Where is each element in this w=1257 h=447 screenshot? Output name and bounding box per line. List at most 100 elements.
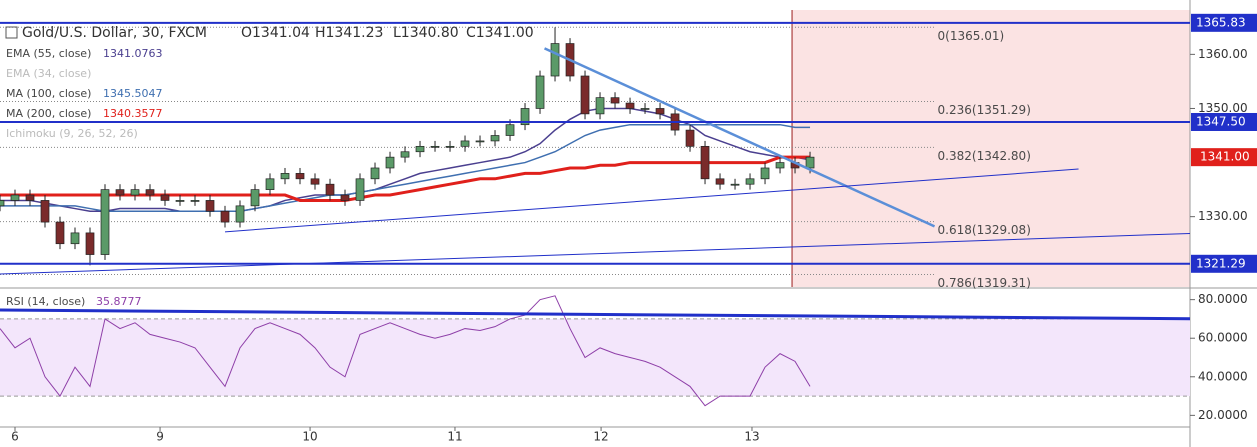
candle-body [70,232,80,245]
candle-body [445,145,455,148]
candle-body [535,75,545,109]
candle-body [490,135,500,142]
candle-body [775,162,785,169]
rsi-y-tick-label: 40.0000 [1198,369,1248,383]
trendline [544,47,936,228]
candle-body [205,200,215,212]
legend-value: 1345.5047 [103,87,163,100]
trendline [0,232,1191,275]
ohlc-label: L1340.80 [393,25,459,41]
ohlc-label: O1341.04 [241,25,310,41]
x-tick-label: 10 [302,430,317,444]
legend-name: EMA (55, close) [6,47,91,60]
x-tick-label: 11 [447,430,462,444]
candle-body [595,97,605,115]
candle-body [505,124,515,136]
fib-label: 0.236(1351.29) [938,103,1031,117]
candle-body [625,102,635,109]
candle-body [325,183,335,196]
candle-body [385,156,395,169]
candle-body [220,210,230,223]
candle-body [655,108,665,115]
legend-name: EMA (34, close) [6,67,91,80]
candle-body [175,200,185,202]
level-box [1191,13,1257,32]
candle-body [265,178,275,190]
candle-body [145,189,155,196]
ohlc-label: H1341.23 [315,25,383,41]
candle-body [400,151,410,158]
candle-body [235,205,245,223]
legend-name: MA (100, close) [6,87,91,100]
y-tick-label: 1360.00 [1198,47,1248,61]
shaded-region [792,10,1190,287]
rsi-y-tick-label: 80.0000 [1198,292,1248,306]
legend-name: Ichimoku (9, 26, 52, 26) [6,127,138,140]
candle-body [250,189,260,207]
trendline [224,168,1079,233]
level-box [1191,254,1257,273]
candle-body [550,43,560,77]
legend-value: 1341.0763 [103,47,163,60]
x-tick-label: 12 [593,430,608,444]
candle-body [85,232,95,255]
candle-body [730,183,740,186]
rsi-name: RSI (14, close) [6,295,85,308]
candle-body [190,200,200,202]
candle-body [100,189,110,255]
candle-body [640,108,650,110]
x-tick-label: 13 [744,430,759,444]
candle-body [760,167,770,180]
x-tick-label: 6 [11,430,19,444]
candle-body [415,145,425,153]
y-tick-label: 1330.00 [1198,209,1248,223]
candle-body [430,145,440,148]
candle-body [10,194,20,201]
candle-body [610,97,620,104]
candle-body [805,156,815,169]
rsi-band [0,318,1190,397]
candle-body [475,140,485,143]
candle-body [745,178,755,185]
candle-body [715,178,725,185]
legend-name: MA (200, close) [6,107,91,120]
legend-value: 1340.3577 [103,107,163,120]
current-price-box [1191,148,1257,167]
x-tick-label: 9 [156,430,164,444]
candle-body [160,194,170,201]
header-icon [5,26,18,39]
candle-body [700,145,710,180]
candle-body [40,200,50,223]
level-label: 1365.83 [1196,15,1246,29]
chart-title: Gold/U.S. Dollar, 30, FXCM [22,25,207,41]
level-label: 1321.29 [1196,256,1246,270]
level-box [1191,112,1257,131]
candle-body [685,129,695,147]
candle-body [580,75,590,115]
candle-body [370,167,380,180]
y-tick-label: 1350.00 [1198,101,1248,115]
candle-body [25,194,35,201]
fib-label: 0(1365.01) [938,29,1005,43]
level-label: 1347.50 [1196,114,1246,128]
fib-label: 0.382(1342.80) [938,149,1031,163]
candle-body [280,173,290,180]
candle-body [355,178,365,201]
rsi-y-tick-label: 60.0000 [1198,331,1248,345]
candle-body [340,194,350,201]
candle-body [310,178,320,185]
candle-body [0,200,5,207]
rsi-value: 35.8777 [96,295,142,308]
candle-body [115,189,125,196]
candle-body [55,221,65,245]
candle-body [295,173,305,180]
rsi-trendline [0,308,1191,321]
fib-label: 0.618(1329.08) [938,223,1031,237]
candle-body [460,140,470,147]
fib-label: 0.786(1319.31) [938,276,1031,290]
candle-body [520,108,530,126]
rsi-y-tick-label: 20.0000 [1198,408,1248,422]
rsi-line [0,295,811,407]
candle-body [130,189,140,196]
